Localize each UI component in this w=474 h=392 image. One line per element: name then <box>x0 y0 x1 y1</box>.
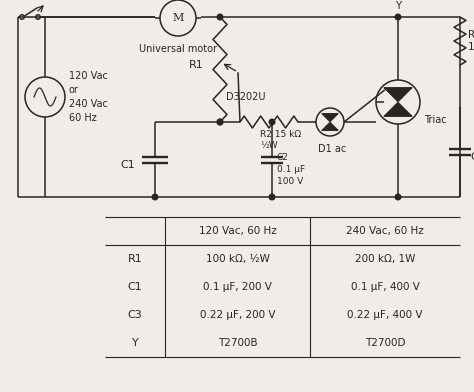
Circle shape <box>217 119 223 125</box>
Text: C2
0.1 μF
100 V: C2 0.1 μF 100 V <box>277 153 305 186</box>
Circle shape <box>217 14 223 20</box>
Text: 0.22 μF, 200 V: 0.22 μF, 200 V <box>200 310 275 320</box>
Text: Y: Y <box>395 1 401 11</box>
Text: R1: R1 <box>128 254 142 264</box>
Text: Y: Y <box>132 338 138 348</box>
Text: 120 Vac
or
240 Vac
60 Hz: 120 Vac or 240 Vac 60 Hz <box>69 71 108 123</box>
Text: 0.1 μF, 200 V: 0.1 μF, 200 V <box>203 282 272 292</box>
Text: D3202U: D3202U <box>226 92 265 102</box>
Text: C3: C3 <box>128 310 142 320</box>
Text: C1: C1 <box>128 282 142 292</box>
Text: M: M <box>173 13 184 23</box>
Polygon shape <box>321 114 338 122</box>
Text: Universal motor: Universal motor <box>139 44 217 54</box>
Text: C3: C3 <box>470 152 474 162</box>
Circle shape <box>217 119 223 125</box>
Text: 0.1 μF, 400 V: 0.1 μF, 400 V <box>351 282 419 292</box>
Text: 240 Vac, 60 Hz: 240 Vac, 60 Hz <box>346 226 424 236</box>
Circle shape <box>152 194 158 200</box>
Text: R1: R1 <box>189 60 204 69</box>
Circle shape <box>269 194 275 200</box>
Text: C1: C1 <box>120 160 135 169</box>
Circle shape <box>395 14 401 20</box>
Polygon shape <box>383 102 412 116</box>
Text: 100 kΩ, ½W: 100 kΩ, ½W <box>206 254 269 264</box>
Polygon shape <box>321 122 338 131</box>
Circle shape <box>395 194 401 200</box>
Text: R3
100: R3 100 <box>468 30 474 52</box>
Text: D1 ac: D1 ac <box>318 144 346 154</box>
Circle shape <box>269 119 275 125</box>
Text: T2700D: T2700D <box>365 338 405 348</box>
Text: T2700B: T2700B <box>218 338 257 348</box>
Text: 0.22 μF, 400 V: 0.22 μF, 400 V <box>347 310 423 320</box>
Text: R2 15 kΩ
½W: R2 15 kΩ ½W <box>260 130 301 150</box>
Text: 120 Vac, 60 Hz: 120 Vac, 60 Hz <box>199 226 276 236</box>
Text: Triac: Triac <box>424 115 447 125</box>
Polygon shape <box>383 88 412 102</box>
Text: 200 kΩ, 1W: 200 kΩ, 1W <box>355 254 415 264</box>
